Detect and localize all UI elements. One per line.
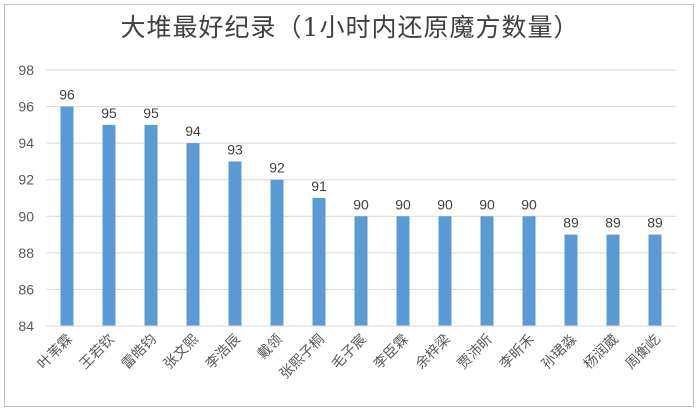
bar [522,216,536,326]
chart-frame [4,4,694,407]
data-label: 92 [269,160,285,176]
data-labels: 96 95 95 94 93 92 91 90 90 90 90 90 89 89 89 [59,87,663,231]
x-category-label: 周衡屹 [623,332,664,373]
bars [60,106,662,326]
bar [564,234,578,326]
bar [606,234,620,326]
bar [102,124,116,326]
bar [354,216,368,326]
data-label: 89 [647,215,663,231]
y-tick-label: 84 [18,318,34,334]
bar [480,216,494,326]
data-label: 89 [563,215,579,231]
data-label: 94 [185,123,201,139]
data-label: 89 [605,215,621,231]
data-label: 90 [395,196,411,212]
bar [60,106,74,326]
bar [186,143,200,326]
y-axis-ticks: 84 86 88 90 92 94 96 98 [18,62,34,334]
bar [228,161,242,326]
data-label: 95 [101,105,117,121]
data-label: 90 [521,196,537,212]
x-category-label: 张熙子桐 [277,332,328,383]
bar [144,124,158,326]
bar [270,179,284,326]
y-tick-label: 96 [18,99,34,115]
chart-title: 大堆最好纪录（1小时内还原魔方数量） [120,13,580,42]
x-category-label: 毛子宸 [328,331,370,373]
y-tick-label: 94 [18,135,34,151]
x-category-label: 贾沛昕 [455,332,496,373]
x-category-label: 叶苇霖 [35,332,76,373]
x-category-label: 戴领 [255,332,286,363]
x-axis-labels: 叶苇霖 王若钦 雷皓钧 张文熙 李浩辰 戴领张熙子桐 毛子宸 李臣霖 余梓梁 贾沛昕 李昕禾 孙珺淼杨… [35,331,664,383]
bar [648,234,662,326]
data-label: 90 [479,196,495,212]
x-category-label: 王若钦 [77,332,118,373]
x-category-label: 李浩辰 [203,332,244,373]
data-label: 90 [353,196,369,212]
bar [396,216,410,326]
x-category-label: 余梓梁 [412,331,454,373]
x-category-label: 雷皓钧 [119,332,160,373]
data-label: 91 [311,178,327,194]
data-label: 93 [227,141,243,157]
x-category-label: 孙珺淼 [539,332,580,373]
x-category-label: 张文熙 [161,332,202,373]
x-category-label: 杨润葳 [581,332,622,373]
x-category-label: 李臣霖 [371,332,412,373]
bar [438,216,452,326]
y-tick-label: 98 [18,62,34,78]
x-category-label: 李昕禾 [497,332,538,373]
y-tick-label: 88 [18,245,34,261]
bar [312,198,326,326]
y-tick-label: 90 [18,208,34,224]
data-label: 96 [59,87,75,103]
y-tick-label: 92 [18,172,34,188]
data-label: 95 [143,105,159,121]
data-label: 90 [437,196,453,212]
y-tick-label: 86 [18,281,34,297]
